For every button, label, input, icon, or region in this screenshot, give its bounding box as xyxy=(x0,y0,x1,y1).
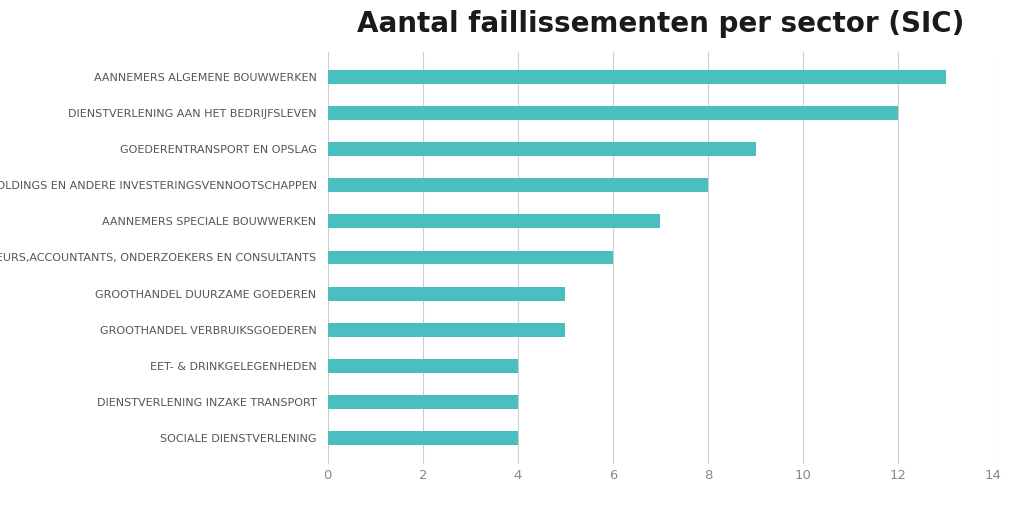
Bar xyxy=(328,287,565,301)
Bar xyxy=(328,178,708,192)
Bar xyxy=(328,70,946,83)
Bar xyxy=(328,432,518,445)
Bar xyxy=(328,359,518,373)
Bar xyxy=(328,106,898,120)
Bar xyxy=(328,142,756,156)
Title: Aantal faillissementen per sector (SIC): Aantal faillissementen per sector (SIC) xyxy=(356,10,965,38)
Bar xyxy=(328,323,565,337)
Bar xyxy=(328,395,518,409)
Bar xyxy=(328,214,660,228)
Bar xyxy=(328,251,613,264)
